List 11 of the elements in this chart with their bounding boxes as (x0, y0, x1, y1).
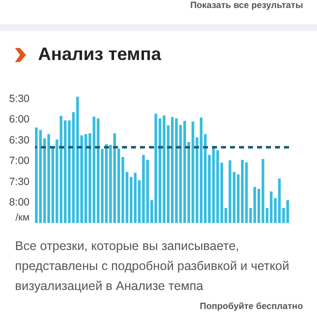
y-tick-label: 6:00 (9, 114, 30, 126)
y-tick-label: 8:00 (9, 196, 30, 209)
text: Показать все результаты (190, 0, 303, 10)
chart-title: Анализ темпа (38, 44, 162, 65)
text: Все отрезки, которые вы записываете, представлены с подробной разбивкой и четкой визуализацией в Анализе темпа (15, 238, 290, 295)
y-tick-label: 7:30 (9, 176, 30, 188)
y-tick-label: 6:30 (9, 134, 30, 146)
text: Попробуйте бесплатно (200, 301, 303, 311)
y-axis-title: /км (15, 212, 30, 224)
y-tick-label: 5:30 (9, 92, 30, 105)
y-tick-label: 7:00 (9, 155, 30, 168)
